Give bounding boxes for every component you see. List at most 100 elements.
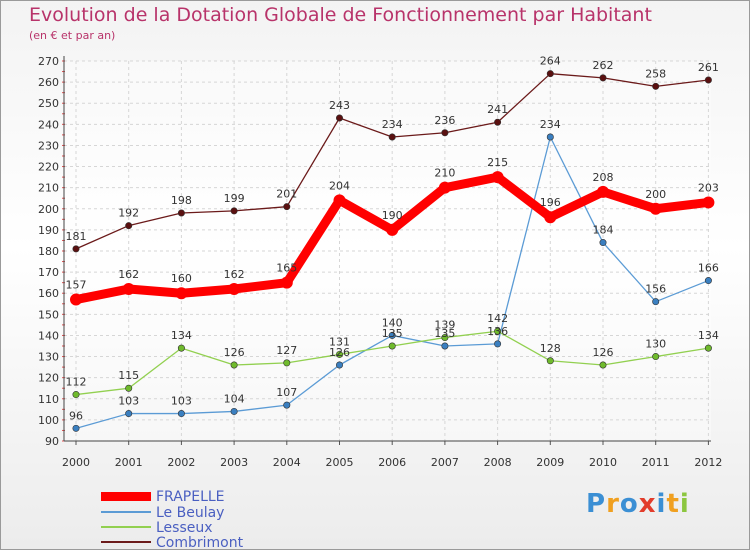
data-label-le-beulay: 156 [645,283,666,296]
y-tick-label: 260 [38,76,59,89]
data-label-le-beulay: 184 [593,224,614,237]
data-label-lesseux: 126 [593,346,614,359]
data-point-lesseux [177,344,185,352]
data-label-combrimont: 261 [698,61,719,74]
y-tick-label: 250 [38,97,59,110]
data-point-le-beulay [704,277,712,285]
data-label-le-beulay: 126 [329,346,350,359]
x-tick-label: 2011 [642,456,670,469]
legend-swatch-frapelle [101,492,151,501]
data-label-frapelle: 210 [434,167,455,180]
data-point-lesseux [335,350,343,358]
y-tick-label: 160 [38,287,59,300]
data-label-frapelle: 165 [276,262,297,275]
data-label-combrimont: 258 [645,67,666,80]
data-point-combrimont [72,245,80,253]
data-point-lesseux [599,361,607,369]
data-label-combrimont: 181 [66,230,87,243]
data-label-lesseux: 115 [118,369,139,382]
data-point-combrimont [230,207,238,215]
data-label-lesseux: 134 [698,329,719,342]
data-label-le-beulay: 140 [382,316,403,329]
data-point-le-beulay [177,410,185,418]
legend-swatch-combrimont [101,541,151,543]
data-point-le-beulay [72,424,80,432]
data-label-lesseux: 127 [276,344,297,357]
data-point-frapelle [228,283,241,295]
data-label-combrimont: 262 [593,59,614,72]
data-point-le-beulay [125,410,133,418]
data-point-le-beulay [388,331,396,339]
data-point-frapelle [491,171,504,184]
y-tick-label: 220 [38,161,59,174]
data-label-le-beulay: 234 [540,118,561,131]
legend-label-le-beulay: Le Beulay [156,505,225,521]
data-point-lesseux [652,353,660,361]
legend-swatch-lesseux [101,526,151,528]
data-label-combrimont: 201 [276,188,297,201]
data-label-lesseux: 134 [171,329,192,342]
data-label-lesseux: 128 [540,342,561,355]
data-point-lesseux [125,384,133,392]
data-point-combrimont [441,129,449,137]
data-point-frapelle [175,287,188,300]
data-label-frapelle: 200 [645,188,666,201]
data-point-combrimont [494,118,502,126]
data-point-lesseux [230,361,238,369]
x-tick-label: 2012 [694,456,722,469]
data-point-frapelle [280,276,293,289]
plot-area [64,61,711,441]
data-point-frapelle [70,293,82,306]
y-tick-label: 150 [38,308,59,321]
data-label-combrimont: 192 [118,207,139,220]
data-point-combrimont [388,133,396,141]
data-label-combrimont: 241 [487,103,508,116]
data-label-le-beulay: 107 [276,386,297,399]
data-point-frapelle [333,194,346,207]
data-point-combrimont [177,209,185,217]
data-label-le-beulay: 135 [434,327,455,340]
x-tick-label: 2001 [115,456,143,469]
data-point-combrimont [335,114,343,122]
data-label-frapelle: 162 [118,268,139,281]
logo-letter: t [666,489,680,519]
data-label-frapelle: 215 [487,156,508,169]
data-point-lesseux [494,327,502,335]
data-point-le-beulay [546,133,554,141]
data-point-le-beulay [230,407,238,415]
data-label-frapelle: 196 [540,196,561,209]
data-point-combrimont [704,76,712,84]
data-point-lesseux [72,391,80,399]
y-tick-label: 120 [38,372,59,385]
data-point-lesseux [441,334,449,342]
data-point-combrimont [652,82,660,90]
x-tick-label: 2010 [589,456,617,469]
legend-label-combrimont: Combrimont [156,535,244,551]
x-tick-label: 2008 [484,456,512,469]
chart-title: Evolution de la Dotation Globale de Fonc… [29,4,652,26]
data-point-combrimont [125,222,133,230]
data-label-le-beulay: 104 [224,392,245,405]
data-label-combrimont: 198 [171,194,192,207]
logo-letter: i [679,489,690,519]
data-point-lesseux [388,342,396,350]
logo-letter: i [656,489,667,519]
y-tick-label: 100 [38,414,59,427]
x-tick-label: 2009 [536,456,564,469]
data-label-lesseux: 112 [66,376,87,389]
x-tick-label: 2007 [431,456,459,469]
data-point-frapelle [438,181,451,194]
data-label-combrimont: 234 [382,118,403,131]
data-label-frapelle: 204 [329,179,350,192]
data-point-le-beulay [283,401,291,409]
y-tick-label: 230 [38,139,59,152]
data-label-lesseux: 130 [645,338,666,351]
data-label-le-beulay: 103 [171,395,192,408]
data-point-le-beulay [494,340,502,348]
data-point-le-beulay [652,298,660,306]
x-tick-label: 2006 [378,456,406,469]
y-tick-label: 90 [45,435,59,448]
chart-subtitle: (en € et par an) [29,29,116,42]
data-label-combrimont: 264 [540,55,561,68]
